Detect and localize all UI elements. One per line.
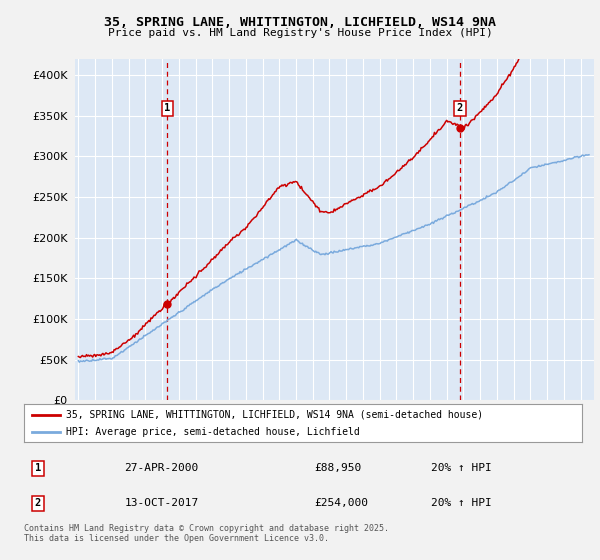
Text: 1: 1 [35,463,41,473]
Text: 2: 2 [35,498,41,508]
Text: 35, SPRING LANE, WHITTINGTON, LICHFIELD, WS14 9NA: 35, SPRING LANE, WHITTINGTON, LICHFIELD,… [104,16,496,29]
Text: 2: 2 [457,104,463,113]
Text: £88,950: £88,950 [314,463,361,473]
Text: £254,000: £254,000 [314,498,368,508]
Text: Price paid vs. HM Land Registry's House Price Index (HPI): Price paid vs. HM Land Registry's House … [107,28,493,38]
Text: 13-OCT-2017: 13-OCT-2017 [124,498,199,508]
Text: 27-APR-2000: 27-APR-2000 [124,463,199,473]
Text: 1: 1 [164,104,170,113]
Text: HPI: Average price, semi-detached house, Lichfield: HPI: Average price, semi-detached house,… [66,427,359,437]
Text: 20% ↑ HPI: 20% ↑ HPI [431,463,492,473]
Text: 35, SPRING LANE, WHITTINGTON, LICHFIELD, WS14 9NA (semi-detached house): 35, SPRING LANE, WHITTINGTON, LICHFIELD,… [66,409,483,419]
Text: 20% ↑ HPI: 20% ↑ HPI [431,498,492,508]
Text: Contains HM Land Registry data © Crown copyright and database right 2025.
This d: Contains HM Land Registry data © Crown c… [24,524,389,543]
